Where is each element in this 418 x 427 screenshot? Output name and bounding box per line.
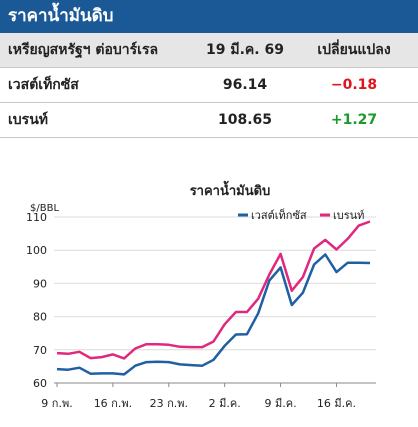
x-tick-label: 16 ก.พ. [94,397,132,410]
header-title: ราคาน้ำมันดิบ [0,0,418,33]
cell: +1.27 [330,112,378,128]
table-row: เวสต์เท็กซัส 96.14 −0.18 [0,68,418,103]
y-tick-label: 100 [26,244,47,257]
chart-title: ราคาน้ำมันดิบ [190,180,271,199]
cell: −0.18 [330,77,378,93]
y-axis-label: $/BBL [30,203,59,214]
chart: ราคาน้ำมันดิบ $/BBL 60 70 80 90 100 110 9 ก.พ.… [26,180,376,410]
legend-label: เวสต์เท็กซัส [251,208,307,222]
legend-label: เบรนท์ [333,209,364,222]
y-tick-label: 110 [26,211,47,224]
x-tick-label: 16 มี.ค. [317,397,356,410]
y-tick-label: 60 [33,377,47,390]
cell: 96.14 [222,77,268,93]
table-header: เหรียญสหรัฐฯ ต่อบาร์เรล 19 มี.ค. 69 เปลี… [0,33,418,68]
table-row: เบรนท์ 108.65 +1.27 [0,103,418,138]
line-series [56,253,371,376]
cell: เบรนท์ [8,112,48,128]
y-tick-label: 80 [33,311,47,324]
x-tick-label: 2 มี.ค. [209,397,241,410]
x-tick-label: 9 มี.ค. [265,397,297,410]
cell: เหรียญสหรัฐฯ ต่อบาร์เรล [8,42,159,58]
cell: 108.65 [217,112,273,128]
cell: 19 มี.ค. 69 [206,42,284,58]
cell: เวสต์เท็กซัส [8,77,79,93]
y-tick-label: 90 [33,277,47,290]
x-tick-label: 9 ก.พ. [41,397,72,410]
y-tick-label: 70 [33,344,47,357]
line-series [56,220,371,360]
cell: เปลี่ยนแปลง [317,42,391,58]
x-tick-label: 23 ก.พ. [150,397,188,410]
